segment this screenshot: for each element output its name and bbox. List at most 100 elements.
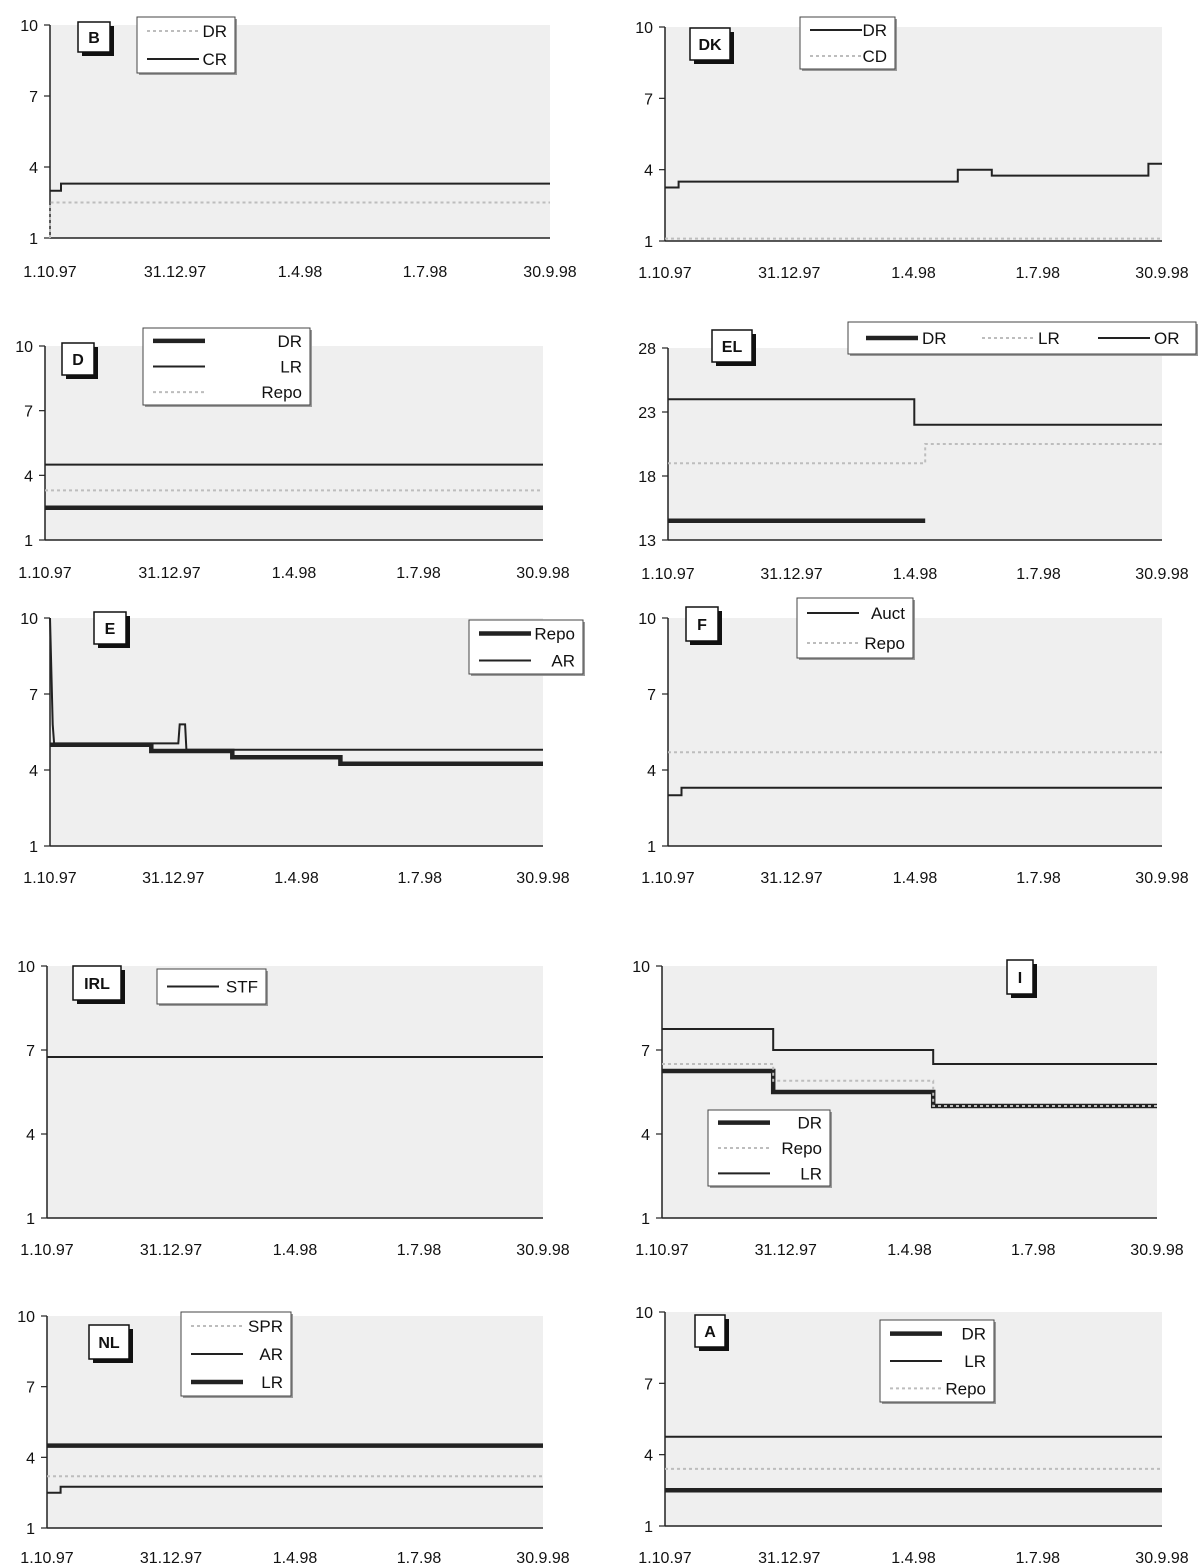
x-tick-label: 31.12.97 bbox=[140, 1550, 202, 1566]
y-tick-label: 1 bbox=[641, 1211, 650, 1228]
y-tick-label: 7 bbox=[644, 91, 653, 108]
y-tick-label: 1 bbox=[26, 1521, 35, 1538]
x-tick-label: 1.7.98 bbox=[1016, 265, 1061, 282]
x-tick-label: 1.10.97 bbox=[23, 870, 76, 887]
legend-label: LR bbox=[800, 1164, 822, 1183]
x-tick-label: 1.10.97 bbox=[635, 1242, 688, 1259]
panel-d: 1 4 7 10 1.10.97 31.12.97 1.4.98 1.7.98 30.9.98 D… bbox=[15, 327, 570, 582]
y-tick-label: 4 bbox=[647, 763, 656, 780]
panel-label-box bbox=[1006, 959, 1034, 995]
y-tick-label: 1 bbox=[24, 533, 33, 550]
y-tick-label: 4 bbox=[29, 763, 38, 780]
plot-area bbox=[668, 348, 1162, 540]
x-tick-label: 31.12.97 bbox=[760, 566, 822, 583]
y-tick-label: 1 bbox=[29, 231, 38, 248]
x-tick-label: 1.7.98 bbox=[398, 870, 443, 887]
x-tick-label: 30.9.98 bbox=[516, 565, 569, 582]
legend-label: Repo bbox=[945, 1379, 986, 1398]
x-tick-label: 1.10.97 bbox=[641, 566, 694, 583]
legend-label: LR bbox=[280, 358, 302, 377]
x-tick-label: 31.12.97 bbox=[144, 264, 206, 281]
legend-label: Repo bbox=[534, 625, 575, 644]
x-tick-label: 1.4.98 bbox=[893, 566, 938, 583]
x-tick-label: 1.7.98 bbox=[1011, 1242, 1056, 1259]
x-tick-label: 31.12.97 bbox=[138, 565, 200, 582]
legend-label: DR bbox=[961, 1325, 986, 1344]
legend-box bbox=[136, 16, 236, 74]
panel-b: 1 4 7 10 1.10.97 31.12.97 1.4.98 1.7.98 30.9.98 B… bbox=[20, 16, 577, 281]
legend-label: AR bbox=[551, 652, 575, 671]
x-tick-label: 30.9.98 bbox=[1135, 1550, 1188, 1566]
y-tick-label: 4 bbox=[644, 163, 653, 180]
panel-label: IRL bbox=[84, 976, 110, 993]
panel-label: D bbox=[72, 352, 84, 369]
panel-label: NL bbox=[98, 1335, 120, 1352]
x-tick-label: 30.9.98 bbox=[1130, 1242, 1183, 1259]
x-tick-label: 1.10.97 bbox=[638, 265, 691, 282]
legend-label: LR bbox=[964, 1352, 986, 1371]
y-tick-label: 1 bbox=[29, 839, 38, 856]
x-tick-label: 1.4.98 bbox=[891, 265, 936, 282]
legend-label: DR bbox=[922, 329, 947, 348]
y-tick-label: 1 bbox=[644, 234, 653, 251]
legend-label: DR bbox=[202, 22, 227, 41]
x-tick-label: 30.9.98 bbox=[516, 870, 569, 887]
x-tick-label: 1.10.97 bbox=[20, 1242, 73, 1259]
legend-box bbox=[796, 597, 914, 659]
plot-area bbox=[665, 27, 1162, 241]
panel-label: A bbox=[704, 1324, 716, 1341]
x-tick-label: 1.4.98 bbox=[272, 565, 317, 582]
legend-label: DR bbox=[277, 332, 302, 351]
panel-nl: 1 4 7 10 1.10.97 31.12.97 1.4.98 1.7.98 30.9.98 N… bbox=[17, 1309, 570, 1566]
y-tick-label: 4 bbox=[26, 1127, 35, 1144]
x-tick-label: 1.10.97 bbox=[641, 870, 694, 887]
panel-label-box bbox=[72, 965, 122, 1001]
y-tick-label: 7 bbox=[641, 1043, 650, 1060]
plot-area bbox=[47, 966, 543, 1218]
legend-label: STF bbox=[226, 978, 258, 997]
panel-label: EL bbox=[722, 339, 743, 356]
legend-box bbox=[468, 619, 584, 675]
x-tick-label: 1.4.98 bbox=[278, 264, 323, 281]
y-tick-label: 10 bbox=[17, 959, 35, 976]
x-tick-label: 31.12.97 bbox=[755, 1242, 817, 1259]
x-tick-label: 31.12.97 bbox=[758, 265, 820, 282]
y-tick-label: 7 bbox=[26, 1043, 35, 1060]
panel-label-box bbox=[694, 1314, 726, 1348]
series-line-auct bbox=[668, 786, 1162, 797]
x-tick-label: 1.7.98 bbox=[403, 264, 448, 281]
panel-dk: 1 4 7 10 1.10.97 31.12.97 1.4.98 1.7.98 30.9.98 D… bbox=[635, 16, 1189, 282]
y-tick-label: 4 bbox=[644, 1448, 653, 1465]
panel-label-box bbox=[689, 27, 731, 61]
x-tick-label: 30.9.98 bbox=[516, 1550, 569, 1566]
y-tick-label: 7 bbox=[24, 404, 33, 421]
x-tick-label: 1.4.98 bbox=[887, 1242, 932, 1259]
y-tick-label: 7 bbox=[647, 687, 656, 704]
x-tick-label: 30.9.98 bbox=[1135, 265, 1188, 282]
x-tick-label: 1.7.98 bbox=[397, 1550, 442, 1566]
legend-label: CD bbox=[862, 47, 887, 66]
y-tick-label: 10 bbox=[20, 611, 38, 628]
y-tick-label: 10 bbox=[20, 18, 38, 35]
legend-label: DR bbox=[797, 1114, 822, 1133]
panel-label-box bbox=[711, 329, 753, 363]
series-line-dr bbox=[49, 201, 550, 238]
x-tick-label: 1.4.98 bbox=[274, 870, 319, 887]
x-tick-label: 1.4.98 bbox=[893, 870, 938, 887]
series-line-cr bbox=[50, 182, 550, 192]
y-tick-label: 10 bbox=[635, 1305, 653, 1322]
legend-label: Repo bbox=[781, 1139, 822, 1158]
x-tick-label: 1.7.98 bbox=[1016, 566, 1061, 583]
plot-area bbox=[50, 25, 550, 238]
y-tick-label: 10 bbox=[635, 20, 653, 37]
x-tick-label: 1.10.97 bbox=[20, 1550, 73, 1566]
panel-label-box bbox=[77, 21, 111, 53]
x-tick-label: 1.7.98 bbox=[1016, 1550, 1061, 1566]
y-tick-label: 23 bbox=[638, 405, 656, 422]
x-tick-label: 1.4.98 bbox=[891, 1550, 936, 1566]
y-tick-label: 4 bbox=[26, 1450, 35, 1467]
y-tick-label: 10 bbox=[17, 1309, 35, 1326]
x-tick-label: 31.12.97 bbox=[140, 1242, 202, 1259]
x-tick-label: 31.12.97 bbox=[760, 870, 822, 887]
legend-label: Auct bbox=[871, 604, 905, 623]
